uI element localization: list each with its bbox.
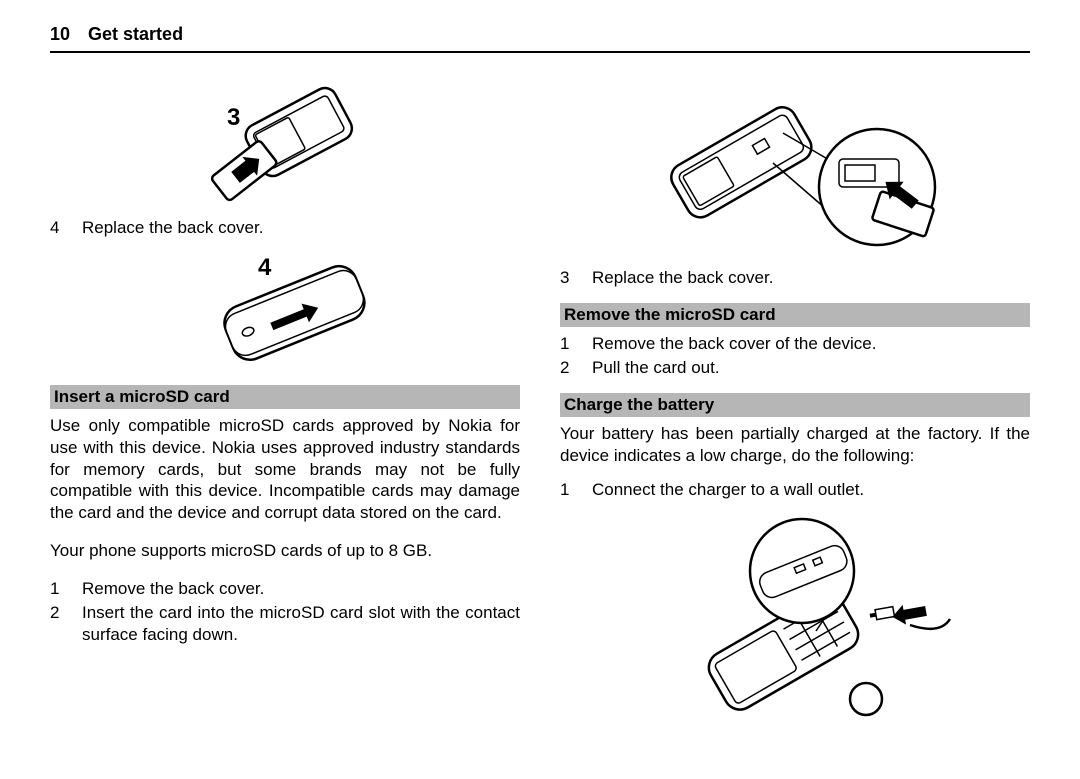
step-text: Connect the charger to a wall outlet. (592, 479, 1030, 501)
list-charge-steps: 1 Connect the charger to a wall outlet. (560, 479, 1030, 501)
step-text: Replace the back cover. (82, 217, 520, 239)
step-text: Pull the card out. (592, 357, 1030, 379)
list-item: 1 Remove the back cover. (50, 578, 520, 600)
section-head-charge-battery: Charge the battery (560, 393, 1030, 417)
step-number: 3 (560, 267, 574, 289)
figure-microsd-insert (560, 75, 1030, 255)
list-item: 3 Replace the back cover. (560, 267, 1030, 289)
step-text: Replace the back cover. (592, 267, 1030, 289)
charger-illustration (630, 515, 960, 745)
back-cover-illustration: 4 (180, 253, 390, 373)
list-item: 1 Remove the back cover of the device. (560, 333, 1030, 355)
step-text: Insert the card into the microSD card sl… (82, 602, 520, 646)
figure-battery-insert: 3 (50, 75, 520, 205)
step-number: 1 (50, 578, 64, 600)
figure-back-cover: 4 (50, 253, 520, 373)
step-text: Remove the back cover of the device. (592, 333, 1030, 355)
charge-battery-para: Your battery has been partially charged … (560, 423, 1030, 467)
step-number: 2 (50, 602, 64, 646)
step-number: 2 (560, 357, 574, 379)
callout-3: 3 (227, 104, 240, 131)
list-replace-cover: 4 Replace the back cover. (50, 217, 520, 239)
list-insert-steps: 1 Remove the back cover. 2 Insert the ca… (50, 578, 520, 646)
header-text: 10 Get started (50, 24, 183, 44)
list-item: 2 Pull the card out. (560, 357, 1030, 379)
microsd-insert-illustration (635, 75, 955, 255)
right-column: 3 Replace the back cover. Remove the mic… (560, 71, 1030, 757)
step-number: 1 (560, 479, 574, 501)
step-text: Remove the back cover. (82, 578, 520, 600)
section-head-remove-microsd: Remove the microSD card (560, 303, 1030, 327)
step-number: 1 (560, 333, 574, 355)
callout-4: 4 (258, 254, 272, 281)
insert-microsd-para2: Your phone supports microSD cards of up … (50, 540, 520, 562)
page-header: 10 Get started (50, 24, 1030, 53)
list-remove-steps: 1 Remove the back cover of the device. 2… (560, 333, 1030, 379)
two-column-layout: 3 4 Replace the back cover. (50, 71, 1030, 757)
list-item: 4 Replace the back cover. (50, 217, 520, 239)
page-number: 10 (50, 24, 70, 44)
section-title: Get started (88, 24, 183, 44)
section-head-insert-microsd: Insert a microSD card (50, 385, 520, 409)
list-replace-cover-r: 3 Replace the back cover. (560, 267, 1030, 289)
list-item: 1 Connect the charger to a wall outlet. (560, 479, 1030, 501)
step-number: 4 (50, 217, 64, 239)
insert-microsd-para1: Use only compatible microSD cards approv… (50, 415, 520, 524)
battery-insert-illustration: 3 (185, 75, 385, 205)
list-item: 2 Insert the card into the microSD card … (50, 602, 520, 646)
left-column: 3 4 Replace the back cover. (50, 71, 520, 757)
figure-charger-connect (560, 515, 1030, 745)
